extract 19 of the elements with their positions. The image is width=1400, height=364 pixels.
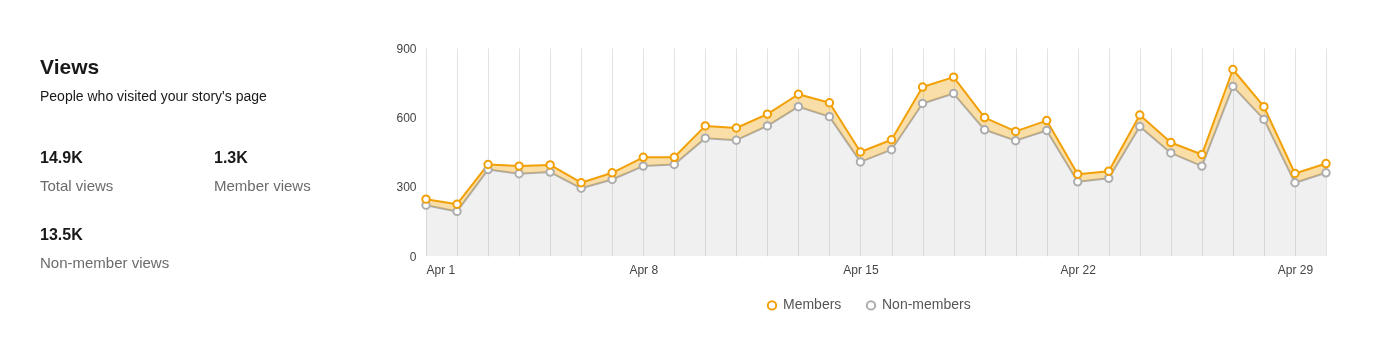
text: Total views [40,177,114,194]
text: 13.5K [40,226,84,243]
text: Views [40,55,100,78]
text: Non-member views [40,254,170,271]
x-tick-label: Apr 8 [629,262,659,277]
y-tick-label: 600 [396,110,417,125]
y-tick-label: 900 [396,41,417,56]
text: 14.9K [40,149,84,166]
legend-label: Members [783,296,842,313]
y-tick-label: 0 [409,249,417,264]
x-tick-label: Apr 29 [1277,262,1314,277]
text: Member views [214,177,311,194]
x-tick-label: Apr 15 [843,262,879,277]
legend-label: Non-members [882,296,971,313]
text: People who visited your story's page [40,88,268,104]
x-tick-label: Apr 1 [426,262,456,277]
y-tick-label: 300 [396,180,417,195]
text: 1.3K [214,149,249,166]
x-tick-label: Apr 22 [1060,262,1097,277]
